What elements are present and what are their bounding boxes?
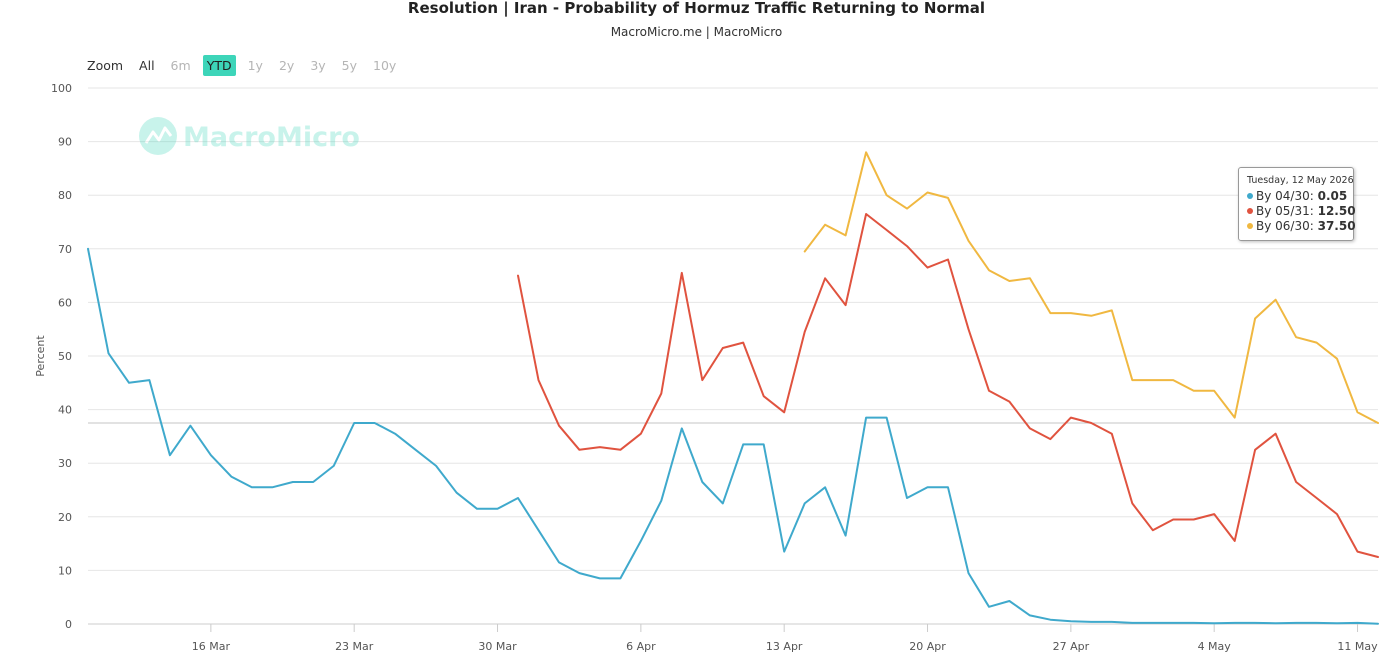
x-tick-label: 23 Mar bbox=[335, 640, 374, 653]
x-tick-label: 30 Mar bbox=[478, 640, 517, 653]
watermark-logo-mark bbox=[144, 126, 173, 144]
tooltip-date: Tuesday, 12 May 2026 bbox=[1247, 175, 1354, 186]
zoom-button-6m[interactable]: 6m bbox=[170, 57, 191, 73]
tooltip-row-by-0531: By 05/31: 12.50 bbox=[1247, 204, 1356, 219]
x-tick-label: 4 May bbox=[1198, 640, 1232, 653]
y-tick-label: 100 bbox=[51, 82, 72, 95]
series-line-by-05-31[interactable] bbox=[517, 213, 1379, 558]
watermark-text: MacroMicro bbox=[183, 122, 360, 153]
x-axis-ticks: 16 Mar 23 Mar 30 Mar 6 Apr 13 Apr 20 Apr 27 Ap… bbox=[192, 624, 1378, 653]
tooltip-row-by-0630: By 06/30: 37.50 bbox=[1247, 219, 1356, 234]
y-tick-label: 40 bbox=[58, 404, 72, 417]
series-dot-icon bbox=[1247, 223, 1253, 229]
x-tick-label: 20 Apr bbox=[909, 640, 946, 653]
chart-subtitle: MacroMicro.me | MacroMicro bbox=[610, 25, 783, 39]
series-lines bbox=[87, 151, 1379, 625]
x-tick-label: 13 Apr bbox=[766, 640, 803, 653]
series-dot-icon bbox=[1247, 193, 1253, 199]
y-tick-label: 80 bbox=[58, 189, 72, 202]
series-line-by-04-30[interactable] bbox=[87, 247, 1379, 625]
y-tick-label: 10 bbox=[58, 564, 72, 577]
x-tick-label: 27 Apr bbox=[1053, 640, 1090, 653]
zoom-bar: Zoom All 6m YTD 1y 2y 3y 5y 10y bbox=[87, 54, 408, 76]
watermark-logo-icon bbox=[139, 117, 177, 155]
tooltip-row-by-0430: By 04/30: 0.05 bbox=[1247, 189, 1348, 204]
x-tick-label: 11 May bbox=[1337, 640, 1378, 653]
tooltip-label: By 05/31: bbox=[1256, 204, 1314, 218]
tooltip-value: 12.50 bbox=[1317, 204, 1356, 218]
y-tick-label: 70 bbox=[58, 243, 72, 256]
tooltip-label: By 06/30: bbox=[1256, 219, 1314, 233]
watermark: MacroMicro bbox=[139, 117, 360, 155]
series-line-by-06-30[interactable] bbox=[803, 151, 1379, 424]
zoom-label: Zoom bbox=[87, 57, 124, 73]
zoom-button-5y[interactable]: 5y bbox=[341, 57, 358, 73]
zoom-button-ytd[interactable]: YTD bbox=[202, 54, 236, 76]
tooltip-value: 37.50 bbox=[1317, 219, 1356, 233]
y-axis-ticks: 0 10 20 30 40 50 60 70 80 90 100 bbox=[51, 82, 72, 631]
zoom-button-all[interactable]: All bbox=[139, 57, 155, 73]
y-tick-label: 60 bbox=[58, 296, 72, 309]
y-tick-label: 20 bbox=[58, 511, 72, 524]
chart-title: Resolution | Iran - Probability of Hormu… bbox=[407, 0, 986, 17]
zoom-button-2y[interactable]: 2y bbox=[278, 57, 295, 73]
y-tick-label: 90 bbox=[58, 136, 72, 149]
y-axis-title: Percent bbox=[34, 335, 47, 377]
x-tick-label: 6 Apr bbox=[626, 640, 656, 653]
tooltip: Tuesday, 12 May 2026 By 04/30: 0.05 By 0… bbox=[1238, 167, 1356, 241]
zoom-button-3y[interactable]: 3y bbox=[310, 57, 326, 73]
x-tick-label: 16 Mar bbox=[192, 640, 231, 653]
series-dot-icon bbox=[1247, 208, 1253, 214]
zoom-button-1y[interactable]: 1y bbox=[247, 57, 263, 73]
tooltip-label: By 04/30: bbox=[1256, 189, 1314, 203]
zoom-button-10y[interactable]: 10y bbox=[373, 57, 397, 73]
y-tick-label: 0 bbox=[65, 618, 72, 631]
y-tick-label: 50 bbox=[58, 350, 72, 363]
y-tick-label: 30 bbox=[58, 457, 72, 470]
grid-lines bbox=[88, 87, 1378, 625]
tooltip-value: 0.05 bbox=[1317, 189, 1348, 203]
